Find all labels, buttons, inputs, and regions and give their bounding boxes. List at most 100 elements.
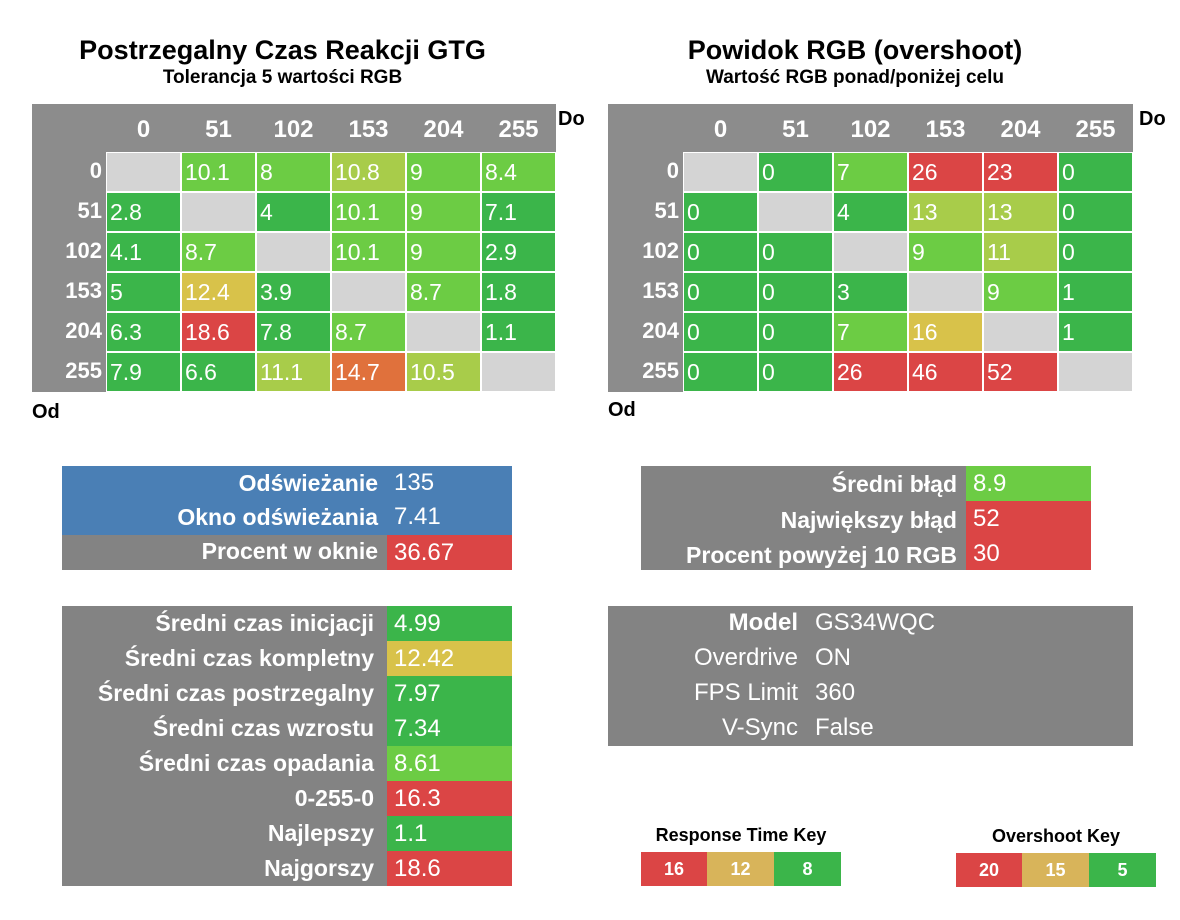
heatmap-cell: 9 <box>406 192 481 232</box>
right-chart-title-block: Powidok RGB (overshoot) Wartość RGB pona… <box>600 34 1110 90</box>
heatmap-cell: 12.4 <box>181 272 256 312</box>
heatmap-cell: 6.3 <box>106 312 181 352</box>
row-header-102: 102 <box>642 238 679 263</box>
heatmap-cell: 18.6 <box>181 312 256 352</box>
refresh-window-label: Okno odświeżania <box>177 504 378 530</box>
row-header-204: 204 <box>65 318 102 343</box>
heatmap-cell: 9 <box>406 152 481 192</box>
heatmap-cell: 7 <box>833 312 908 352</box>
overshoot-key-5: 5 <box>1089 853 1156 887</box>
times-value: 8.61 <box>387 746 512 781</box>
heatmap-cell: 13 <box>908 192 983 232</box>
column-header-102: 102 <box>273 116 314 143</box>
heatmap-cell: 2.9 <box>481 232 556 272</box>
percent-in-window-label: Procent w oknie <box>201 538 378 564</box>
overshoot-key-20: 20 <box>956 853 1022 887</box>
heatmap-cell: 0 <box>683 192 758 232</box>
heatmap-cell <box>1058 352 1133 392</box>
info-value: False <box>815 714 874 741</box>
row-header-51: 51 <box>77 198 102 223</box>
times-value: 7.34 <box>387 711 512 746</box>
heatmap-cell: 0 <box>758 272 833 312</box>
times-label: Średni czas wzrostu <box>152 715 374 741</box>
heatmap-cell <box>833 232 908 272</box>
left-from-label: Od <box>32 401 60 423</box>
info-label: FPS Limit <box>693 679 798 706</box>
column-header-204: 204 <box>1000 116 1041 143</box>
heatmap-cell: 4 <box>833 192 908 232</box>
row-header-255: 255 <box>65 358 102 383</box>
times-value: 16.3 <box>387 781 512 816</box>
times-value: 1.1 <box>387 816 512 851</box>
heatmap-cell: 14.7 <box>331 352 406 392</box>
response-key-16: 16 <box>641 852 707 886</box>
heatmap-cell: 9 <box>908 232 983 272</box>
heatmap-cell: 46 <box>908 352 983 392</box>
right-to-label: Do <box>1139 108 1166 130</box>
heatmap-cell: 5 <box>106 272 181 312</box>
heatmap-cell: 8 <box>256 152 331 192</box>
max-error-value: 52 <box>966 501 1091 570</box>
heatmap-cell: 26 <box>908 152 983 192</box>
right-from-label: Od <box>608 399 636 421</box>
heatmap-cell: 9 <box>406 232 481 272</box>
heatmap-cell: 10.1 <box>331 192 406 232</box>
row-header-102: 102 <box>65 238 102 263</box>
heatmap-cell: 6.6 <box>181 352 256 392</box>
heatmap-cell: 10.8 <box>331 152 406 192</box>
heatmap-cell: 8.4 <box>481 152 556 192</box>
info-label: Model <box>728 609 798 636</box>
heatmap-cell: 11 <box>983 232 1058 272</box>
heatmap-cell: 0 <box>683 352 758 392</box>
heatmap-cell: 1 <box>1058 272 1133 312</box>
response-key-12: 12 <box>707 852 774 886</box>
heatmap-cell <box>331 272 406 312</box>
info-label: V-Sync <box>721 714 798 741</box>
heatmap-cell: 0 <box>683 272 758 312</box>
info-value: 360 <box>815 679 856 706</box>
refresh-value: 135 <box>394 469 435 496</box>
heatmap-cell <box>181 192 256 232</box>
times-label: Średni czas opadania <box>138 750 374 776</box>
heatmap-cell: 13 <box>983 192 1058 232</box>
info-label: Overdrive <box>693 644 798 671</box>
overshoot-key-title: Overshoot Key <box>991 826 1121 846</box>
heatmap-cell: 0 <box>758 352 833 392</box>
heatmap-cell <box>758 192 833 232</box>
row-header-0: 0 <box>666 158 679 183</box>
heatmap-cell: 10.1 <box>331 232 406 272</box>
column-header-153: 153 <box>348 116 389 143</box>
column-header-255: 255 <box>498 116 539 143</box>
heatmap-cell: 7.8 <box>256 312 331 352</box>
response-time-heatmap: 0 51 102 153 204 255 0 10.1 8 10.8 9 8.4 51 2.8 4 10.1 9… <box>32 104 556 392</box>
heatmap-cell <box>683 152 758 192</box>
right-chart-subtitle: Wartość RGB ponad/poniżej celu <box>705 67 1005 88</box>
response-key-8: 8 <box>774 852 841 886</box>
heatmap-cell: 0 <box>758 312 833 352</box>
heatmap-cell: 3.9 <box>256 272 331 312</box>
column-header-204: 204 <box>423 116 464 143</box>
heatmap-cell <box>406 312 481 352</box>
heatmap-cell: 9 <box>983 272 1058 312</box>
heatmap-cell: 23 <box>983 152 1058 192</box>
heatmap-cell: 0 <box>1058 232 1133 272</box>
times-label: Średni czas postrzegalny <box>97 680 374 706</box>
times-label: 0-255-0 <box>294 785 374 811</box>
heatmap-cell: 2.8 <box>106 192 181 232</box>
avg-error-value: 8.9 <box>966 466 1091 501</box>
heatmap-cell: 0 <box>683 312 758 352</box>
times-value: 12.42 <box>387 641 512 676</box>
right-chart-title: Powidok RGB (overshoot) <box>687 35 1023 65</box>
row-header-153: 153 <box>65 278 102 303</box>
heatmap-cell: 7.1 <box>481 192 556 232</box>
avg-error-label: Średni błąd <box>831 471 957 497</box>
percent-in-window-value: 36.67 <box>387 535 512 570</box>
heatmap-cell: 4.1 <box>106 232 181 272</box>
heatmap-cell: 1 <box>1058 312 1133 352</box>
heatmap-cell: 8.7 <box>181 232 256 272</box>
row-header-0: 0 <box>89 158 102 183</box>
refresh-panel: Odświeżanie 135 Okno odświeżania 7.41 Pr… <box>62 466 512 570</box>
times-label: Średni czas kompletny <box>124 645 374 671</box>
info-panel: Model GS34WQC Overdrive ON FPS Limit 360 V-Syn… <box>608 606 1133 746</box>
column-header-0: 0 <box>713 116 728 143</box>
